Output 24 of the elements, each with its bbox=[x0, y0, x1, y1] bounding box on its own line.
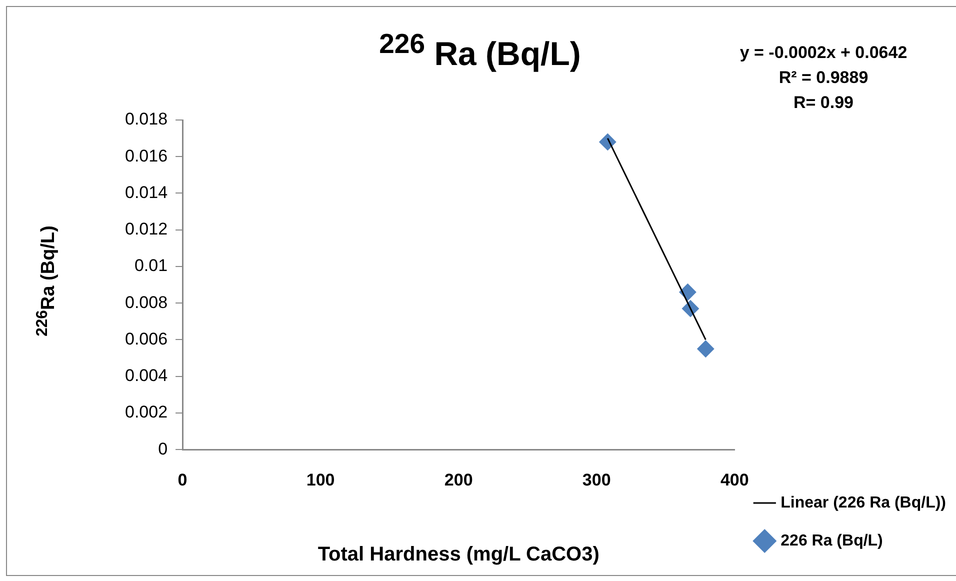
y-tick-label: 0 bbox=[158, 439, 168, 458]
text: y = -0.0002x + 0.0642 bbox=[740, 43, 908, 62]
legend-label: 226 Ra (Bq/L) bbox=[780, 532, 883, 550]
x-tick-label: 200 bbox=[444, 470, 473, 490]
y-tick-label: 0.006 bbox=[124, 329, 168, 348]
y-tick-label: 0.018 bbox=[124, 110, 168, 129]
y-tick-label: 0.014 bbox=[124, 182, 168, 202]
x-tick-label: 100 bbox=[306, 470, 335, 490]
y-tick-label: 0.002 bbox=[124, 402, 168, 422]
y-tick-label: 0.016 bbox=[124, 146, 168, 166]
text: R= 0.99 bbox=[793, 93, 854, 112]
x-tick-label: 0 bbox=[178, 470, 188, 490]
y-tick-label: 0.01 bbox=[134, 256, 168, 276]
x-tick-label: 300 bbox=[582, 470, 611, 490]
text: R² = 0.9889 bbox=[778, 68, 868, 87]
point bbox=[697, 340, 714, 358]
x-tick-label: 400 bbox=[720, 470, 749, 490]
y-tick-label: 0.012 bbox=[124, 220, 168, 239]
chart-title: $^{226}$ Ra (Bq/L) bbox=[378, 28, 582, 73]
legend-label: Linear (226 Ra (Bq/L)) bbox=[780, 494, 946, 512]
y-tick-label: 0.004 bbox=[124, 366, 168, 386]
y-tick-label: 0.008 bbox=[124, 292, 168, 312]
x-axis-title: Total Hardness (mg/L CaCO3) bbox=[318, 544, 600, 566]
point bbox=[599, 133, 616, 150]
